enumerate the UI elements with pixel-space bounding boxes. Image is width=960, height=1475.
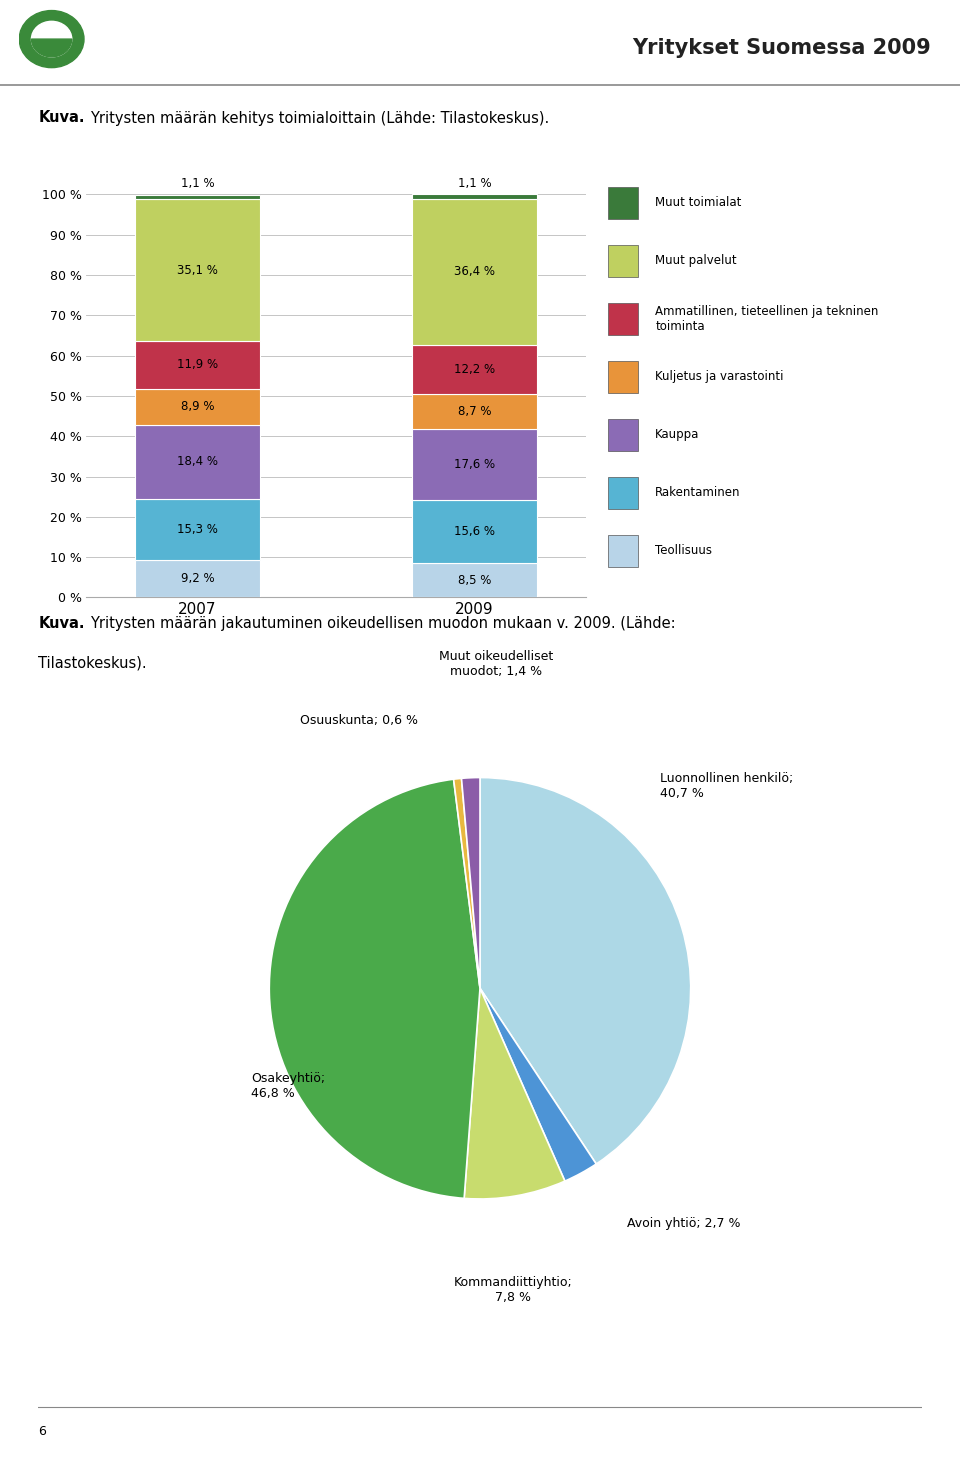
Bar [412, 199, 537, 345]
Text: Kuljetus ja varastointi: Kuljetus ja varastointi [655, 370, 783, 384]
Wedge shape [270, 779, 480, 1198]
Text: Muut toimialat: Muut toimialat [655, 196, 741, 209]
Wedge shape [480, 777, 690, 1164]
Text: Yritysten määrän kehitys toimialoittain (Lähde: Tilastokeskus).: Yritysten määrän kehitys toimialoittain … [89, 111, 549, 125]
Wedge shape [480, 988, 596, 1181]
Text: 12,2 %: 12,2 % [454, 363, 495, 376]
Bar [609, 535, 638, 566]
Bar [412, 394, 537, 429]
Wedge shape [32, 38, 72, 58]
Text: Avoin yhtiö; 2,7 %: Avoin yhtiö; 2,7 % [627, 1217, 740, 1230]
Bar [135, 425, 260, 499]
Text: Rakentaminen: Rakentaminen [655, 487, 741, 500]
Bar [609, 419, 638, 451]
Text: Teollisuus: Teollisuus [655, 544, 712, 558]
Text: 15,3 %: 15,3 % [177, 524, 218, 535]
Text: 6: 6 [38, 1425, 46, 1438]
Text: 18,4 %: 18,4 % [177, 456, 218, 468]
Bar [135, 499, 260, 560]
Text: Kuva.: Kuva. [38, 111, 84, 125]
Circle shape [19, 10, 84, 68]
Text: Muut oikeudelliset
muodot; 1,4 %: Muut oikeudelliset muodot; 1,4 % [440, 650, 554, 678]
Text: Osakeyhtiö;
46,8 %: Osakeyhtiö; 46,8 % [252, 1072, 325, 1100]
Bar [412, 345, 537, 394]
Text: 9,2 %: 9,2 % [180, 572, 214, 586]
Text: 1,1 %: 1,1 % [180, 177, 214, 190]
Bar [135, 389, 260, 425]
Bar [135, 560, 260, 597]
Text: Tilastokeskus).: Tilastokeskus). [38, 655, 147, 671]
Wedge shape [462, 777, 480, 988]
Bar [609, 476, 638, 509]
Bar [412, 195, 537, 199]
Bar [412, 563, 537, 597]
Bar [135, 341, 260, 389]
Bar [412, 429, 537, 500]
Text: Kommandiittiyhtio;
7,8 %: Kommandiittiyhtio; 7,8 % [453, 1276, 572, 1304]
Text: 8,5 %: 8,5 % [458, 574, 492, 587]
Text: 8,9 %: 8,9 % [180, 400, 214, 413]
Bar [609, 187, 638, 218]
Text: 17,6 %: 17,6 % [454, 459, 495, 472]
Text: Muut palvelut: Muut palvelut [655, 254, 737, 267]
Bar [412, 500, 537, 563]
Wedge shape [464, 988, 564, 1199]
Text: 11,9 %: 11,9 % [177, 358, 218, 372]
Text: 15,6 %: 15,6 % [454, 525, 495, 538]
Text: Kauppa: Kauppa [655, 428, 700, 441]
Text: Osuuskunta; 0,6 %: Osuuskunta; 0,6 % [300, 714, 419, 727]
Bar [609, 361, 638, 392]
Text: 8,7 %: 8,7 % [458, 406, 492, 419]
Bar [135, 199, 260, 341]
Text: Kuva.: Kuva. [38, 615, 84, 631]
Wedge shape [453, 779, 480, 988]
Bar [135, 195, 260, 199]
Bar [609, 245, 638, 277]
Bar [609, 302, 638, 335]
Text: 36,4 %: 36,4 % [454, 266, 495, 279]
Text: 1,1 %: 1,1 % [458, 177, 492, 190]
Text: 35,1 %: 35,1 % [177, 264, 218, 276]
Text: Ammatillinen, tieteellinen ja tekninen
toiminta: Ammatillinen, tieteellinen ja tekninen t… [655, 305, 878, 333]
Text: Luonnollinen henkilö;
40,7 %: Luonnollinen henkilö; 40,7 % [660, 771, 793, 799]
Text: Yritysten määrän jakautuminen oikeudellisen muodon mukaan v. 2009. (Lähde:: Yritysten määrän jakautuminen oikeudelli… [89, 615, 675, 631]
Circle shape [32, 21, 72, 58]
Text: Yritykset Suomessa 2009: Yritykset Suomessa 2009 [633, 38, 931, 58]
